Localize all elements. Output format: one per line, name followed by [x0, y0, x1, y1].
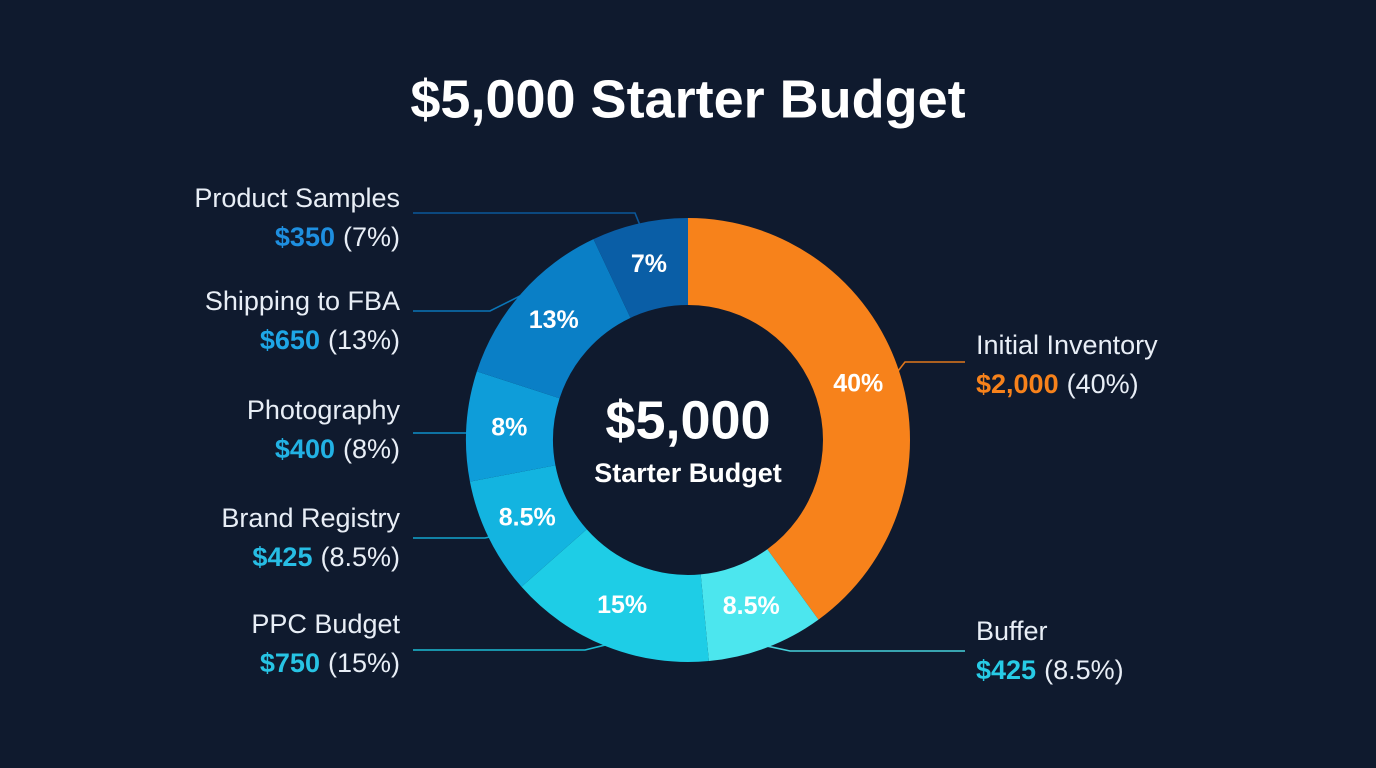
legend-value: $425 (8.5%): [252, 542, 400, 572]
donut-slice: [593, 218, 688, 318]
slice-label: 8.5%: [723, 592, 780, 620]
legend-percent: (8.5%): [1044, 655, 1124, 685]
legend-value: $650 (13%): [260, 325, 400, 355]
slice-label: 7%: [631, 250, 667, 278]
legend-percent: (40%): [1067, 369, 1139, 399]
legend-name: Product Samples: [194, 183, 400, 213]
legend-percent: (15%): [328, 648, 400, 678]
slice-label: 8%: [491, 413, 527, 441]
legend-value: $425 (8.5%): [976, 655, 1124, 685]
donut-slice: [466, 371, 560, 482]
legend-value: $350 (7%): [275, 222, 400, 252]
legend-amount: $2,000: [976, 369, 1059, 399]
chart-title: $5,000 Starter Budget: [410, 69, 965, 129]
legend-name: Buffer: [976, 616, 1048, 646]
slice-label: 13%: [529, 306, 579, 334]
legend-percent: (8.5%): [320, 542, 400, 572]
legend-value: $2,000 (40%): [976, 369, 1139, 399]
center-label: $5,000: [605, 390, 770, 450]
legend-name: Brand Registry: [221, 503, 400, 533]
leader-line: [413, 643, 608, 651]
legend-amount: $400: [275, 434, 335, 464]
legend-amount: $425: [976, 655, 1036, 685]
slice-label: 15%: [597, 591, 647, 619]
legend-name: Initial Inventory: [976, 330, 1158, 360]
donut-slice: [469, 465, 587, 587]
legend-amount: $750: [260, 648, 320, 678]
legend-value: $750 (15%): [260, 648, 400, 678]
legend-name: PPC Budget: [251, 609, 400, 639]
leader-line: [765, 645, 965, 652]
legend-percent: (8%): [343, 434, 400, 464]
leader-line: [896, 361, 965, 373]
legend-percent: (13%): [328, 325, 400, 355]
leader-line: [413, 293, 524, 312]
donut-slice: [700, 549, 819, 662]
slice-label: 8.5%: [499, 503, 556, 531]
leader-line: [413, 426, 472, 434]
legend-name: Shipping to FBA: [205, 286, 400, 316]
legend-amount: $425: [252, 542, 312, 572]
legend-percent: (7%): [343, 222, 400, 252]
slice-label: 40%: [833, 369, 883, 397]
legend-value: $400 (8%): [275, 434, 400, 464]
legend-amount: $650: [260, 325, 320, 355]
legend-name: Photography: [247, 395, 401, 425]
donut-slice: [476, 239, 631, 399]
donut-slice: [688, 218, 910, 620]
donut-slice: [521, 529, 709, 662]
leader-line: [413, 212, 641, 226]
center-sublabel: Starter Budget: [594, 458, 782, 488]
legend-amount: $350: [275, 222, 335, 252]
leader-line: [413, 536, 491, 539]
